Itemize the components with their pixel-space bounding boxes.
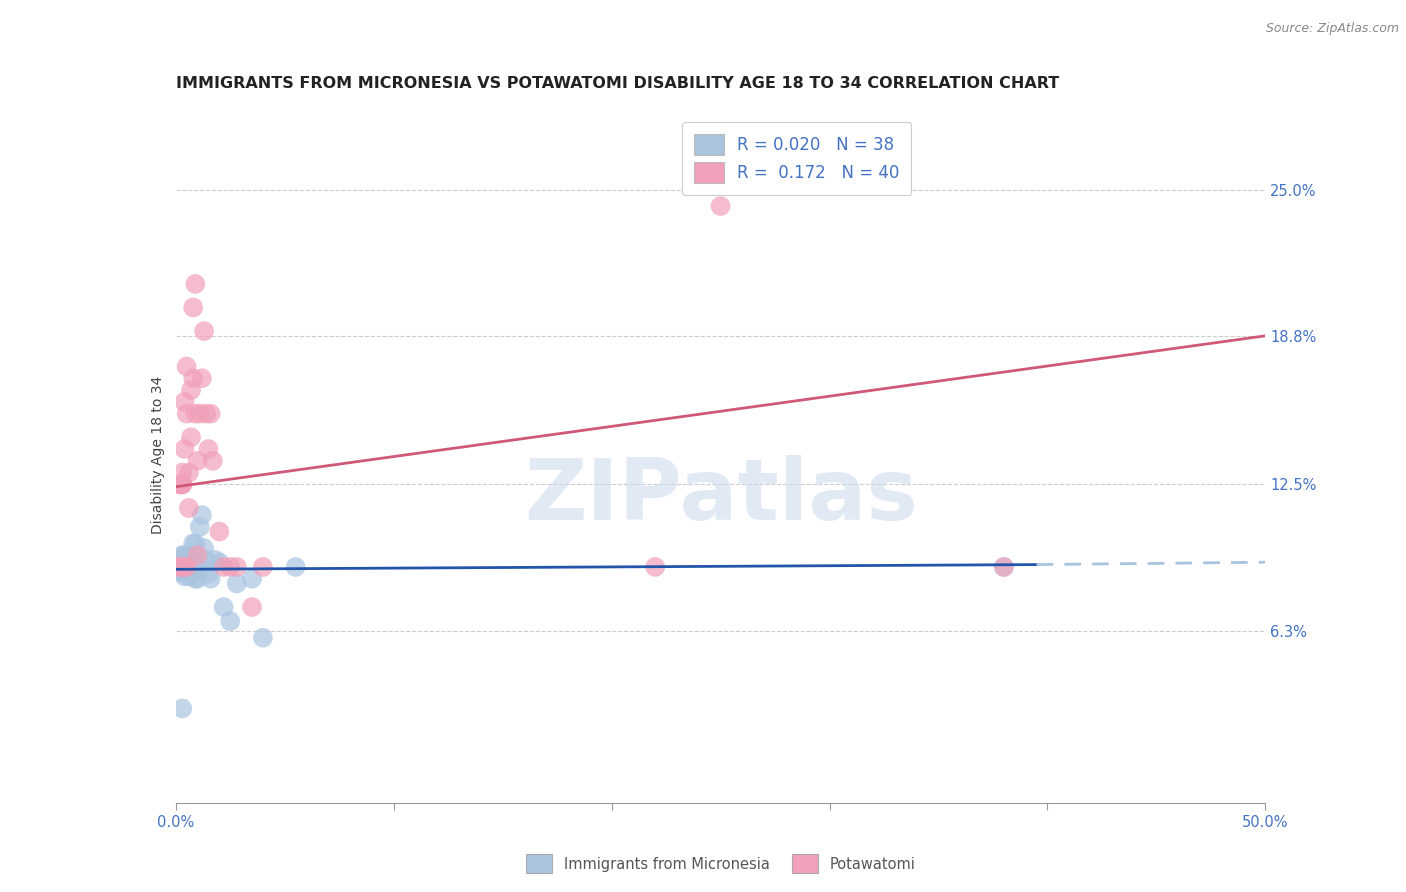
Point [176, 560, 198, 574]
Point [200, 407, 222, 421]
Point [710, 199, 733, 213]
Point [219, 614, 242, 628]
Point [208, 524, 231, 539]
Point [200, 572, 222, 586]
Point [252, 560, 274, 574]
Point [180, 430, 202, 444]
Point [180, 555, 202, 569]
Point [172, 548, 194, 562]
Point [212, 560, 235, 574]
Point [177, 500, 200, 515]
Point [172, 555, 194, 569]
Point [188, 520, 211, 534]
Point [252, 631, 274, 645]
Point [181, 371, 204, 385]
Point [176, 565, 198, 579]
Point [172, 477, 194, 491]
Point [181, 565, 204, 579]
Y-axis label: Disability Age 18 to 34: Disability Age 18 to 34 [150, 376, 165, 534]
Point [173, 442, 195, 456]
Text: IMMIGRANTS FROM MICRONESIA VS POTAWATOMI DISABILITY AGE 18 TO 34 CORRELATION CHA: IMMIGRANTS FROM MICRONESIA VS POTAWATOMI… [176, 76, 1059, 91]
Point [284, 560, 307, 574]
Text: Source: ZipAtlas.com: Source: ZipAtlas.com [1265, 22, 1399, 36]
Point [240, 600, 263, 615]
Point [173, 548, 195, 562]
Point [173, 395, 195, 409]
Point [201, 454, 224, 468]
Point [177, 560, 200, 574]
Point [993, 560, 1015, 574]
Point [204, 553, 226, 567]
Point [172, 701, 194, 715]
Point [195, 553, 218, 567]
Point [188, 407, 211, 421]
Point [208, 555, 231, 569]
Point [193, 541, 215, 555]
Point [644, 560, 666, 574]
Point [191, 508, 214, 522]
Point [212, 600, 235, 615]
Point [186, 560, 209, 574]
Point [169, 565, 191, 579]
Point [184, 407, 207, 421]
Point [181, 536, 204, 550]
Point [184, 572, 207, 586]
Point [195, 407, 218, 421]
Point [169, 553, 191, 567]
Point [176, 407, 198, 421]
Point [173, 569, 195, 583]
Point [184, 277, 207, 291]
Point [173, 560, 195, 574]
Point [219, 560, 242, 574]
Point [240, 572, 263, 586]
Point [225, 560, 247, 574]
Point [180, 565, 202, 579]
Text: ZIPatlas: ZIPatlas [523, 455, 918, 538]
Point [176, 560, 198, 574]
Point [169, 477, 191, 491]
Point [993, 560, 1015, 574]
Point [176, 548, 198, 562]
Point [181, 555, 204, 569]
Point [167, 560, 190, 574]
Point [172, 565, 194, 579]
Point [169, 560, 191, 574]
Point [177, 569, 200, 583]
Point [172, 560, 194, 574]
Point [193, 324, 215, 338]
Point [173, 560, 195, 574]
Point [186, 548, 209, 562]
Point [172, 466, 194, 480]
Point [180, 383, 202, 397]
Point [184, 536, 207, 550]
Point [186, 454, 209, 468]
Point [172, 477, 194, 491]
Point [197, 567, 219, 582]
Point [181, 301, 204, 315]
Point [176, 359, 198, 374]
Point [191, 371, 214, 385]
Point [197, 442, 219, 456]
Legend: Immigrants from Micronesia, Potawatomi: Immigrants from Micronesia, Potawatomi [520, 848, 921, 879]
Point [225, 576, 247, 591]
Point [186, 572, 209, 586]
Point [169, 477, 191, 491]
Point [177, 466, 200, 480]
